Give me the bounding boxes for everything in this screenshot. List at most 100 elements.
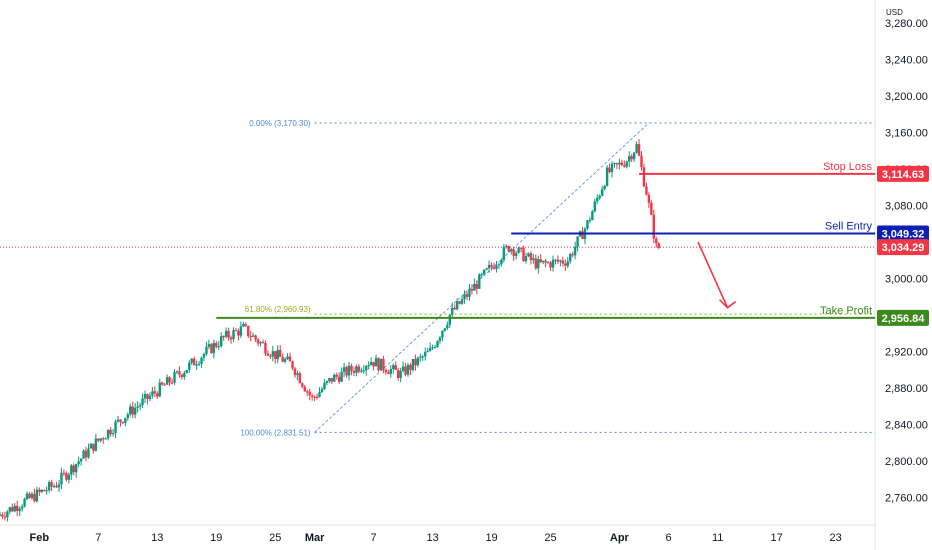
candle-body bbox=[541, 260, 545, 263]
candle-body bbox=[318, 391, 321, 398]
candle-body bbox=[109, 429, 112, 435]
candle-body bbox=[131, 406, 134, 415]
candle-body bbox=[133, 407, 137, 415]
down-arrow-annotation[interactable] bbox=[697, 241, 737, 309]
candle-body bbox=[205, 346, 208, 354]
candle-body bbox=[576, 236, 579, 247]
candle-body bbox=[655, 238, 658, 244]
candle-body bbox=[281, 356, 284, 362]
candle-body bbox=[610, 163, 614, 173]
candle-body bbox=[475, 283, 479, 289]
candle-body bbox=[367, 365, 370, 367]
candle-body bbox=[635, 144, 638, 153]
candle-body bbox=[99, 438, 102, 441]
stop-loss-price-badge[interactable] bbox=[877, 165, 929, 182]
candle-body bbox=[79, 458, 83, 462]
candle-body bbox=[296, 373, 299, 376]
candle-body bbox=[369, 361, 373, 366]
candle-body bbox=[148, 395, 152, 400]
candle-body bbox=[261, 342, 265, 344]
candle-body bbox=[227, 330, 230, 338]
candle-body bbox=[487, 264, 491, 269]
candle-body bbox=[379, 358, 383, 371]
candle-body bbox=[217, 346, 220, 348]
candle-body bbox=[111, 433, 115, 435]
candle-body bbox=[347, 365, 351, 376]
candle-body bbox=[180, 374, 184, 377]
fib-level-61-label: 61.80% (2,960.93) bbox=[245, 305, 311, 314]
candle-body bbox=[0, 514, 2, 516]
candle-body bbox=[337, 376, 341, 382]
candle-body bbox=[529, 253, 533, 261]
candle-body bbox=[559, 260, 562, 262]
candle-body bbox=[266, 353, 270, 356]
sell-entry-label: Sell Entry bbox=[825, 220, 873, 232]
candle-body bbox=[278, 349, 282, 357]
candle-body bbox=[365, 366, 368, 371]
candle-body bbox=[197, 363, 201, 365]
candle-body bbox=[313, 396, 316, 398]
candle-body bbox=[532, 258, 535, 261]
candle-body bbox=[534, 258, 538, 269]
time-tick-label: Mar bbox=[305, 532, 325, 544]
candle-body bbox=[308, 391, 311, 396]
candle-body bbox=[242, 324, 245, 327]
candle-body bbox=[121, 421, 125, 424]
candle-body bbox=[188, 362, 191, 370]
candle-body bbox=[537, 259, 540, 269]
candle-body bbox=[374, 358, 378, 367]
candle-body bbox=[298, 373, 302, 384]
candle-body bbox=[426, 351, 429, 353]
candle-body bbox=[60, 472, 63, 485]
take-profit-price-badge[interactable] bbox=[877, 309, 929, 326]
take-profit-label: Take Profit bbox=[820, 305, 872, 317]
candle-body bbox=[28, 493, 31, 498]
time-tick-label: 11 bbox=[712, 532, 723, 544]
candle-body bbox=[306, 391, 309, 393]
candle-body bbox=[340, 371, 343, 382]
candle-body bbox=[62, 472, 66, 474]
candle-body bbox=[141, 398, 144, 406]
candle-body bbox=[512, 249, 515, 256]
sell-entry-price-badge[interactable] bbox=[877, 225, 929, 242]
candle-body bbox=[539, 259, 542, 263]
candle-body bbox=[473, 283, 476, 291]
candle-body bbox=[470, 288, 474, 291]
candle-body bbox=[143, 393, 147, 399]
last-price-badge[interactable] bbox=[877, 239, 929, 256]
candle-body bbox=[92, 443, 95, 451]
candle-body bbox=[47, 482, 51, 491]
time-tick-label: 13 bbox=[426, 532, 438, 544]
candle-body bbox=[18, 508, 21, 511]
candle-body bbox=[269, 355, 272, 357]
candle-body bbox=[414, 359, 417, 366]
candle-body bbox=[320, 389, 324, 392]
candle-body bbox=[399, 371, 402, 378]
candle-body bbox=[220, 336, 223, 347]
candle-body bbox=[158, 382, 161, 397]
candle-body bbox=[11, 507, 14, 512]
candle-body bbox=[271, 351, 275, 357]
candle-body bbox=[362, 370, 365, 372]
candle-body bbox=[173, 372, 176, 383]
time-axis[interactable]: Feb 7 13 19 25 Mar 7 13 19 25 Apr 6 11 17 23 bbox=[30, 532, 842, 544]
trade-levels[interactable]: Stop Loss 3,114.63 Sell Entry 3,049.32 Take … bbox=[0, 161, 929, 326]
candle-body bbox=[264, 343, 267, 354]
candle-body bbox=[222, 336, 225, 338]
candle-body bbox=[239, 326, 243, 336]
candle-body bbox=[505, 246, 508, 248]
candle-body bbox=[502, 247, 506, 260]
candle-body bbox=[630, 156, 633, 160]
candle-body bbox=[168, 377, 171, 383]
candle-body bbox=[89, 443, 93, 449]
candle-body bbox=[200, 357, 203, 364]
time-tick-label: 25 bbox=[544, 532, 556, 544]
time-tick-label: Apr bbox=[610, 532, 630, 544]
candle-body bbox=[441, 330, 444, 338]
candle-body bbox=[1, 514, 4, 517]
candle-body bbox=[335, 374, 338, 377]
candle-body bbox=[507, 246, 510, 252]
